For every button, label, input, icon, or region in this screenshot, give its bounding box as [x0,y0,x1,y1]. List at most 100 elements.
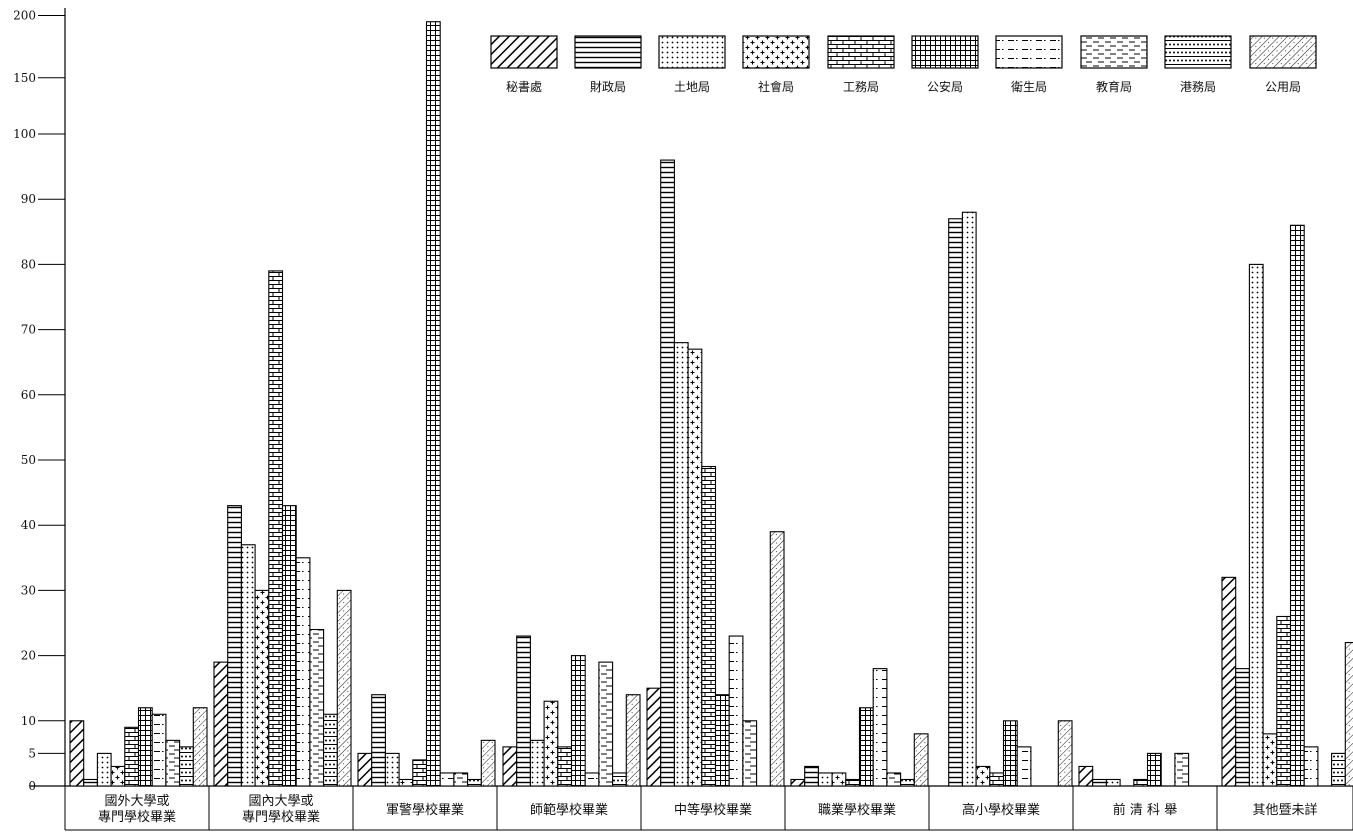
bar-6-8 [1146,752,1162,787]
bar-3-5 [673,342,689,787]
y-tick-label: 0 [28,779,36,793]
y-tick-label: 10 [21,714,36,728]
bar-3-7 [961,211,977,787]
bar-3-4 [529,739,545,787]
bar-6-5 [714,694,730,787]
legend-swatch [490,35,558,69]
legend-label: 財政局 [590,79,626,94]
bar-9-9 [1331,752,1346,787]
bar-4-9 [1262,733,1278,787]
bar-5-7 [989,772,1005,787]
bar-3-3 [384,752,400,787]
bar-2-3 [371,694,386,787]
bar-2-2 [227,505,242,787]
y-tick-label: 200 [13,9,36,23]
bar-2-6 [804,765,819,787]
category-label: 國內大學或專門學校畢業 [242,794,320,825]
bar-6-4 [570,655,586,787]
bar-10-4 [625,694,641,787]
legend-swatch [827,35,895,69]
bar-4-3 [398,778,414,787]
legend-label: 衛生局 [1011,80,1047,94]
legend-item: 社會局 [742,35,810,94]
legend-swatch [658,35,726,69]
bar-group [357,21,496,787]
bar-7-2 [295,557,311,787]
bar-1-4 [502,746,518,787]
bar-4-5 [687,348,703,787]
bar-7-5 [728,635,744,787]
bar-7-3 [439,772,455,787]
bar-8-4 [598,661,614,787]
legend-swatch [574,35,642,69]
bar-7-7 [1016,746,1032,787]
bar-1-5 [646,687,662,787]
bar-9-2 [323,713,338,787]
bar-group [1078,752,1190,787]
bar-10-9 [1344,642,1353,787]
bar-3-1 [96,752,112,787]
bar-1-9 [1221,576,1237,787]
bar-group [646,159,785,787]
legend-item: 教育局 [1080,35,1148,94]
bar-8-5 [742,720,758,787]
legend-swatch [1249,35,1317,69]
legend-swatch [995,35,1063,69]
legend-swatch [1164,35,1232,69]
legend-label: 港務局 [1180,80,1216,94]
category-label: 師範學校畢業 [530,802,608,818]
bar-1-6 [790,778,806,787]
bar-1-1 [69,720,85,787]
bar-9-1 [179,746,194,787]
legend-swatch [1080,35,1148,69]
bar-5-2 [268,270,284,787]
legend-item: 公用局 [1249,35,1317,94]
category-labels: 國外大學或專門學校畢業 國內大學或專門學校畢業 軍警學校畢業 師範學校畢業 中等學校畢業… [64,786,1353,831]
legend-item: 工務局 [827,35,895,94]
y-tick-label: 60 [21,388,36,402]
bar-5-3 [412,759,428,787]
bar-8-6 [886,772,902,787]
legend-label: 教育局 [1096,79,1132,94]
bar-10-7 [1057,720,1073,787]
category-label: 軍警學校畢業 [386,802,464,818]
bar-group [213,270,352,787]
bar-5-6 [845,778,861,787]
category-label: 其他暨未詳 [1252,802,1317,818]
bar-group [1221,224,1353,787]
bar-5-5 [701,465,717,787]
bar-10-3 [480,739,496,787]
y-tick-label: 40 [21,518,36,532]
legend-label: 公安局 [927,79,963,94]
y-tick-label: 50 [21,453,36,467]
bar-9-3 [467,778,482,787]
bar-9-4 [612,772,627,787]
y-tick-label: 90 [21,192,36,206]
bar-5-1 [124,726,140,787]
bar-3-6 [817,772,833,787]
bar-4-7 [975,765,991,787]
bar-5-8 [1133,778,1149,787]
y-tick-label: 80 [21,257,36,271]
bar-2-5 [660,159,675,787]
bar-2-8 [1092,778,1107,787]
bar-7-1 [151,713,167,787]
legend-swatch [742,35,810,69]
bar-3-2 [240,544,256,787]
bar-8-2 [309,628,325,787]
legend: 秘書處 財政局 土地局 社會局 工務局 公安局 衛生局 教育局 港務局 公用局 [490,35,1317,94]
y-tick-label: 150 [13,71,36,85]
legend-label: 秘書處 [506,80,542,94]
legend-swatch [911,35,979,69]
category-label: 國外大學或專門學校畢業 [98,794,176,825]
bar-2-4 [516,635,531,787]
y-tick-label: 30 [21,583,36,597]
bar-5-9 [1276,615,1292,787]
bar-7-9 [1303,746,1319,787]
bar-6-7 [1002,720,1018,787]
bar-10-2 [336,589,352,787]
bar-8-1 [165,739,181,787]
legend-item: 財政局 [574,35,642,94]
bar-10-6 [913,733,929,787]
